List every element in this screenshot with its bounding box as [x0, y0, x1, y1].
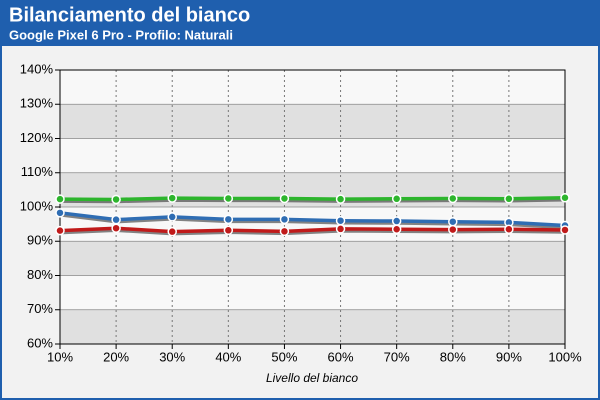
point: [448, 224, 458, 235]
point: [55, 225, 65, 236]
point: [448, 216, 458, 227]
point: [223, 214, 234, 225]
x-tick-label: 100%: [548, 349, 582, 364]
header: [0, 0, 600, 46]
x-tick-label: 60%: [328, 349, 354, 364]
point: [335, 224, 346, 234]
point: [504, 194, 514, 204]
point: [167, 193, 177, 203]
y-tick-label: 140%: [20, 61, 54, 76]
y-tick-label: 100%: [20, 198, 54, 213]
x-tick-label: 10%: [47, 349, 73, 364]
y-tick-label: 110%: [21, 164, 54, 179]
x-tick-label: 40%: [215, 349, 241, 364]
point: [504, 224, 514, 235]
x-tick-label: 20%: [103, 349, 129, 364]
point: [167, 212, 177, 222]
y-tick-label: 70%: [27, 301, 53, 316]
y-tick-label: 80%: [27, 267, 53, 282]
point: [279, 214, 290, 225]
x-tick-label: 70%: [384, 349, 410, 364]
point: [335, 194, 346, 204]
point: [391, 224, 402, 235]
point: [391, 194, 402, 204]
series-line: [59, 196, 566, 202]
point: [560, 225, 570, 235]
grid-band: [60, 309, 565, 344]
point: [560, 193, 570, 203]
plot-border: [59, 69, 566, 345]
y-tick-label: 120%: [20, 130, 54, 145]
y-tick-label: 130%: [20, 96, 54, 111]
point: [111, 194, 121, 205]
x-tick-label: 80%: [440, 349, 466, 364]
chart-subtitle: Google Pixel 6 Pro - Profilo: Naturali: [9, 27, 233, 42]
x-tick-label: 90%: [496, 349, 522, 364]
point: [111, 214, 121, 225]
point: [167, 226, 177, 237]
y-tick-label: 90%: [27, 233, 53, 248]
point: [55, 194, 65, 204]
point: [55, 208, 65, 218]
x-tick-label: 50%: [271, 349, 297, 364]
x-axis-label: Livello del bianco: [266, 371, 358, 385]
chart-title: Bilanciamento del bianco: [9, 4, 250, 26]
point: [223, 193, 234, 204]
series-line: [59, 226, 566, 234]
point: [391, 216, 402, 226]
point: [111, 223, 121, 233]
series-line: [59, 211, 566, 228]
point: [279, 226, 290, 237]
grid-band: [60, 104, 565, 139]
point: [223, 225, 234, 236]
point: [335, 215, 346, 226]
grid-band: [60, 241, 565, 276]
point: [279, 193, 290, 204]
point: [448, 193, 458, 204]
y-tick-label: 60%: [27, 335, 53, 350]
x-tick-label: 30%: [159, 349, 185, 364]
